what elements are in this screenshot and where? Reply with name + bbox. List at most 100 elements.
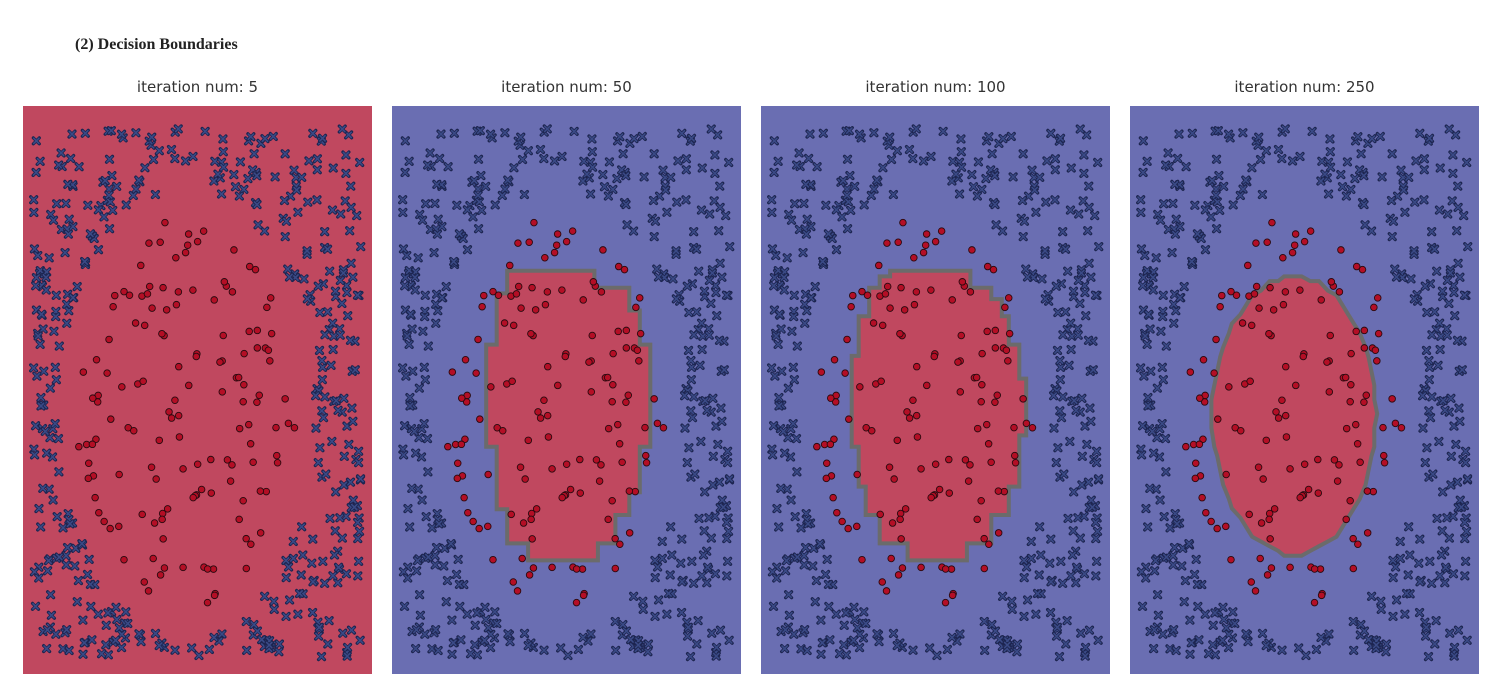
positive-point xyxy=(886,464,893,471)
positive-point xyxy=(80,369,87,376)
positive-point xyxy=(1289,249,1296,256)
positive-point xyxy=(141,579,148,586)
positive-point xyxy=(531,219,538,226)
positive-point xyxy=(219,389,226,396)
positive-point xyxy=(918,564,925,571)
positive-point xyxy=(945,456,952,463)
positive-point xyxy=(544,289,551,296)
positive-point xyxy=(1355,541,1362,548)
positive-point xyxy=(967,462,974,469)
positive-point xyxy=(530,565,537,572)
positive-point xyxy=(1214,525,1221,532)
positive-point xyxy=(549,466,556,473)
positive-point xyxy=(1287,564,1294,571)
positive-point xyxy=(245,421,252,428)
positive-point xyxy=(1292,382,1299,389)
positive-point xyxy=(488,384,495,391)
positive-point xyxy=(282,396,289,403)
positive-point xyxy=(823,475,830,482)
positive-point xyxy=(204,566,211,573)
positive-point xyxy=(241,381,248,388)
positive-point xyxy=(285,420,292,427)
positive-point xyxy=(913,412,920,419)
positive-point xyxy=(654,420,661,427)
positive-point xyxy=(895,239,902,246)
positive-point xyxy=(246,328,253,335)
positive-point xyxy=(190,287,197,294)
positive-point xyxy=(163,307,170,314)
positive-point xyxy=(1283,434,1290,441)
positive-point xyxy=(1354,441,1361,448)
positive-point xyxy=(609,497,616,504)
positive-point xyxy=(1005,295,1012,302)
positive-point xyxy=(906,415,913,422)
positive-point xyxy=(1334,478,1341,485)
positive-point xyxy=(76,443,83,450)
positive-point xyxy=(101,518,108,525)
positive-point xyxy=(93,356,100,363)
positive-point xyxy=(949,592,956,599)
positive-point xyxy=(185,382,192,389)
positive-point xyxy=(612,565,619,572)
positive-point xyxy=(470,518,477,525)
positive-point xyxy=(479,303,486,310)
positive-point xyxy=(969,247,976,254)
positive-point xyxy=(1347,497,1354,504)
positive-point xyxy=(898,536,905,543)
positive-point xyxy=(1029,424,1036,431)
positive-point xyxy=(1203,509,1210,516)
positive-point xyxy=(981,565,988,572)
positive-point xyxy=(978,398,985,405)
decision-boundary-plot xyxy=(23,106,372,674)
positive-point xyxy=(596,478,603,485)
positive-point xyxy=(144,291,151,298)
positive-point xyxy=(104,370,111,377)
positive-point xyxy=(528,516,535,523)
positive-point xyxy=(509,378,516,385)
positive-point xyxy=(175,363,182,370)
positive-point xyxy=(229,462,236,469)
positive-point xyxy=(207,456,214,463)
positive-point xyxy=(475,336,482,343)
positive-point xyxy=(1196,395,1203,402)
positive-point xyxy=(1268,565,1275,572)
positive-point xyxy=(1267,536,1274,543)
positive-point xyxy=(1380,424,1387,431)
positive-point xyxy=(528,330,535,337)
positive-point xyxy=(878,378,885,385)
positive-point xyxy=(942,599,949,606)
positive-point xyxy=(1342,374,1349,381)
positive-point xyxy=(983,421,990,428)
positive-point xyxy=(1327,332,1334,339)
positive-point xyxy=(1023,420,1030,427)
positive-point xyxy=(967,289,974,296)
positive-point xyxy=(1361,345,1368,352)
positive-point xyxy=(995,488,1002,495)
positive-point xyxy=(637,330,644,337)
positive-point xyxy=(580,592,587,599)
positive-point xyxy=(151,520,158,527)
positive-point xyxy=(1318,297,1325,304)
positive-point xyxy=(984,328,991,335)
positive-point xyxy=(1350,535,1357,542)
positive-point xyxy=(590,278,597,285)
positive-point xyxy=(1192,460,1199,467)
positive-point xyxy=(911,301,918,308)
positive-point xyxy=(598,289,605,296)
positive-point xyxy=(626,488,633,495)
positive-point xyxy=(490,556,497,563)
positive-point xyxy=(248,541,255,548)
positive-point xyxy=(89,441,96,448)
positive-point xyxy=(180,466,187,473)
positive-point xyxy=(291,424,298,431)
positive-point xyxy=(619,459,626,466)
positive-point xyxy=(1357,459,1364,466)
positive-point xyxy=(549,564,556,571)
positive-point xyxy=(208,490,215,497)
positive-point xyxy=(159,516,166,523)
positive-point xyxy=(92,494,99,501)
positive-point xyxy=(986,541,993,548)
positive-point xyxy=(1328,278,1335,285)
positive-point xyxy=(465,509,472,516)
positive-point xyxy=(995,530,1002,537)
